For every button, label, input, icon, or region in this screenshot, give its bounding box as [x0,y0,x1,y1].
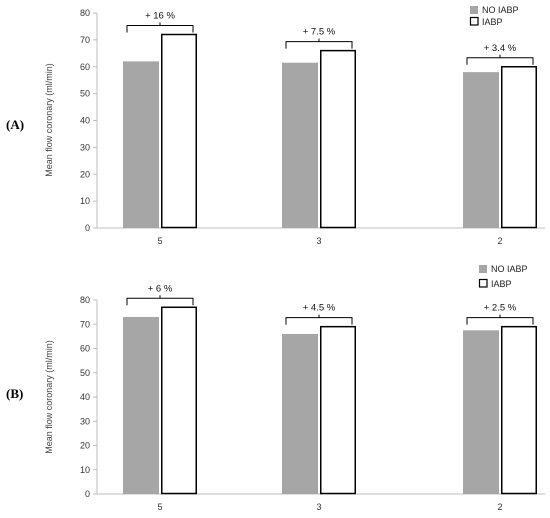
panel-a-bracket [126,25,194,33]
panel-a-y-tick-label: 20 [80,169,90,179]
panel-b-y-tick-label: 30 [80,416,90,426]
panel-a-y-tick-label: 40 [80,116,90,126]
panel-b-legend-swatch-iabp [478,278,488,288]
panel-a-y-tick-label: 80 [80,8,90,18]
panel-b-legend-swatch-no-iabp [479,265,487,273]
panel-b-bar-no-iabp [463,330,499,494]
panel-a-bracket [285,41,353,49]
panel-b-annotation: + 4.5 % [303,303,336,314]
panel-b-y-tick-label: 0 [85,489,90,499]
panel-a-annotation: + 3.4 % [484,43,517,54]
panel-a-x-tick-label: 3 [316,236,321,246]
panel-a-y-tick-label: 30 [80,142,90,152]
panel-a-legend-swatch-no-iabp [470,6,478,14]
panel-b-x-tick-label: 2 [497,502,502,512]
panel-b-annotation: + 2.5 % [484,303,517,314]
panel-a-annotation: + 16 % [145,11,175,22]
panel-b-y-tick-label: 70 [80,319,90,329]
panel-b-y-tick-label: 20 [80,441,90,451]
panel-a-bar-iabp [501,66,537,229]
panel-a-x-tick-label: 5 [157,236,162,246]
panel-b-bracket [126,297,194,306]
panel-b-y-tick-label: 50 [80,368,90,378]
panel-a-x-tick-label: 2 [497,236,502,246]
panel-a-bar-no-iabp [123,61,159,228]
panel-b-bracket [285,317,353,325]
panel-b-bracket [466,317,534,325]
panel-a-y-tick-label: 60 [80,62,90,72]
panel-b-y-axis-label: Mean flow coronary (ml/min) [44,340,54,454]
panel-a-y-tick-label: 70 [80,35,90,45]
panel-a-y-tick-label: 50 [80,89,90,99]
panel-a-bar-iabp [320,49,356,229]
panel-a-y-axis-label: Mean flow coronary (ml/min) [44,63,54,177]
panel-b-annotation: + 6 % [148,283,173,294]
panel-b-y-tick-label: 40 [80,392,90,402]
panel-a-legend-label-no-iabp: NO IABP [482,5,519,15]
panel-a-bar-no-iabp [282,62,318,228]
panel-b-x-tick-label: 5 [157,502,162,512]
panel-b-label: (B) [6,386,23,401]
panel-a-bracket [466,57,534,65]
panel-b-y-tick-label: 10 [80,465,90,475]
panel-b-legend-label-no-iabp: NO IABP [491,264,528,274]
panel-b-y-tick-label: 80 [80,295,90,305]
panel-b-bar-iabp [161,306,197,495]
panel-a-y-tick-label: 10 [80,196,90,206]
panel-a-label: (A) [6,117,24,132]
panel-a-legend-label-iabp: IABP [482,17,503,27]
panel-b-y-tick-label: 60 [80,344,90,354]
panel-b-bar-no-iabp [123,316,159,494]
panel-a-bar-iabp [161,33,197,229]
panel-a-annotation: + 7.5 % [303,27,336,38]
panel-b-legend-label-iabp: IABP [491,279,512,289]
panel-a-y-tick-label: 0 [85,223,90,233]
panel-b-x-tick-label: 3 [316,502,321,512]
panel-b-bar-iabp [501,325,537,495]
panel-b-bar-no-iabp [282,333,318,494]
panel-a-legend-swatch-iabp [469,16,479,26]
panel-a-bar-no-iabp [463,72,499,228]
panel-b-bar-iabp [320,325,356,495]
